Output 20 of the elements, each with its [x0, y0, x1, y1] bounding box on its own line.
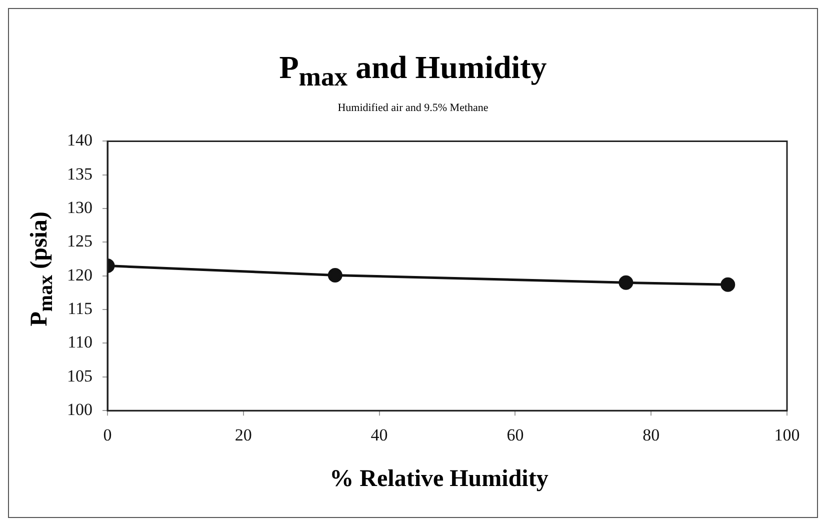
y-tick-label: 125 — [67, 232, 92, 251]
x-axis-title: % Relative Humidity — [328, 466, 550, 493]
y-tick-label: 130 — [67, 198, 92, 218]
chart-subtitle: Humidified air and 9.5% Methane — [336, 102, 490, 114]
y-tick-label: 120 — [67, 265, 92, 284]
x-tick-label: 100 — [774, 425, 800, 444]
y-tick-label: 105 — [67, 366, 92, 386]
chart-title: P$_{max}$ and Humidity — [278, 49, 548, 92]
y-tick-label: 135 — [67, 164, 92, 184]
y-tick-label: 110 — [68, 332, 92, 352]
x-tick-label: 60 — [506, 425, 524, 444]
x-tick-label: 80 — [642, 425, 660, 444]
x-tick-label: 40 — [370, 425, 388, 444]
y-tick-label: 115 — [68, 299, 92, 318]
point — [618, 275, 634, 290]
y-tick-label: 140 — [67, 130, 92, 150]
point — [720, 277, 736, 292]
x-tick-label: 20 — [234, 425, 252, 444]
y-tick-label: 100 — [67, 400, 92, 420]
x-tick-label: 0 — [103, 425, 112, 444]
